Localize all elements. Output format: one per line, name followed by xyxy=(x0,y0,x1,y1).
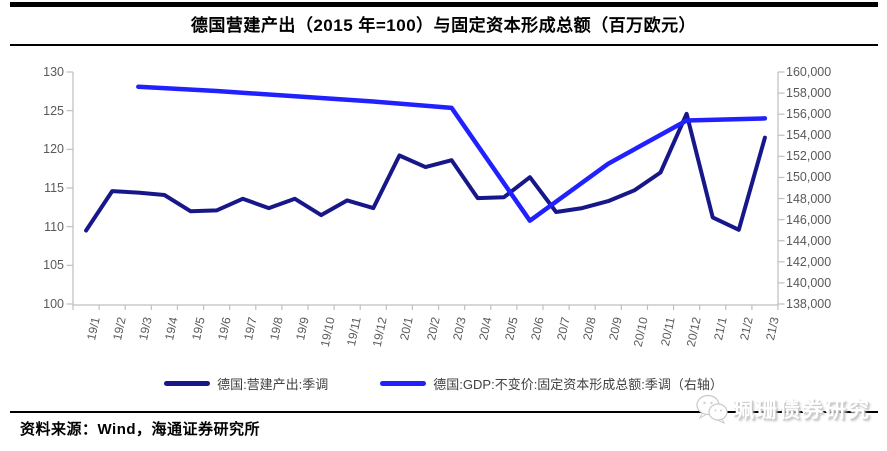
source-note: 资料来源：Wind，海通证券研究所 xyxy=(20,421,261,438)
y-axis-right-tick-label: 154,000 xyxy=(786,128,832,143)
y-axis-left-tick-label: 120 xyxy=(43,142,64,157)
y-axis-right-tick-label: 148,000 xyxy=(786,191,832,206)
legend: 德国:营建产出:季调 德国:GDP:不变价:固定资本形成总额:季调（右轴） xyxy=(0,374,887,393)
y-axis-right-tick-label: 152,000 xyxy=(786,149,832,164)
legend-item-construction-output: 德国:营建产出:季调 xyxy=(164,374,328,393)
y-axis-left-tick-label: 115 xyxy=(44,181,64,195)
series-line-construction-output xyxy=(84,111,767,233)
top-rule xyxy=(10,2,878,7)
footer-rule xyxy=(10,411,878,413)
wechat-icon xyxy=(696,394,728,424)
legend-item-gfcf: 德国:GDP:不变价:固定资本形成总额:季调（右轴） xyxy=(380,374,723,393)
title-underline-rule xyxy=(10,44,878,46)
y-axis-right-tick-label: 158,000 xyxy=(786,86,832,101)
y-axis-left-tick-label: 130 xyxy=(43,65,64,79)
y-axis-left-tick-label: 105 xyxy=(43,258,64,273)
y-axis-left-tick-label: 100 xyxy=(43,297,64,311)
y-axis-right-tick-label: 156,000 xyxy=(786,107,832,122)
chart-title: 德国营建产出（2015 年=100）与固定资本形成总额（百万欧元） xyxy=(190,16,697,35)
watermark: 珮珊债券研究 xyxy=(695,394,871,424)
legend-label: 德国:营建产出:季调 xyxy=(217,377,329,392)
y-axis-left-tick-label: 125 xyxy=(43,103,64,118)
legend-swatch-navy-line xyxy=(164,381,211,386)
y-axis-right-tick-label: 142,000 xyxy=(786,254,832,269)
y-axis-right-tick-label: 150,000 xyxy=(786,170,832,185)
y-axis-right-tick-label: 138,000 xyxy=(786,297,832,311)
y-axis-right-tick-label: 160,000 xyxy=(786,65,832,79)
legend-label: 德国:GDP:不变价:固定资本形成总额:季调（右轴） xyxy=(433,377,723,392)
legend-swatch-blue-line xyxy=(380,381,427,386)
series-line-gfcf xyxy=(136,84,768,223)
y-axis-right-tick-label: 146,000 xyxy=(786,212,832,227)
watermark-text: 珮珊债券研究 xyxy=(733,399,871,422)
y-axis-left-tick-label: 110 xyxy=(44,219,64,234)
y-axis-right-tick-label: 144,000 xyxy=(786,233,832,248)
y-axis-right-tick-label: 140,000 xyxy=(786,275,832,290)
